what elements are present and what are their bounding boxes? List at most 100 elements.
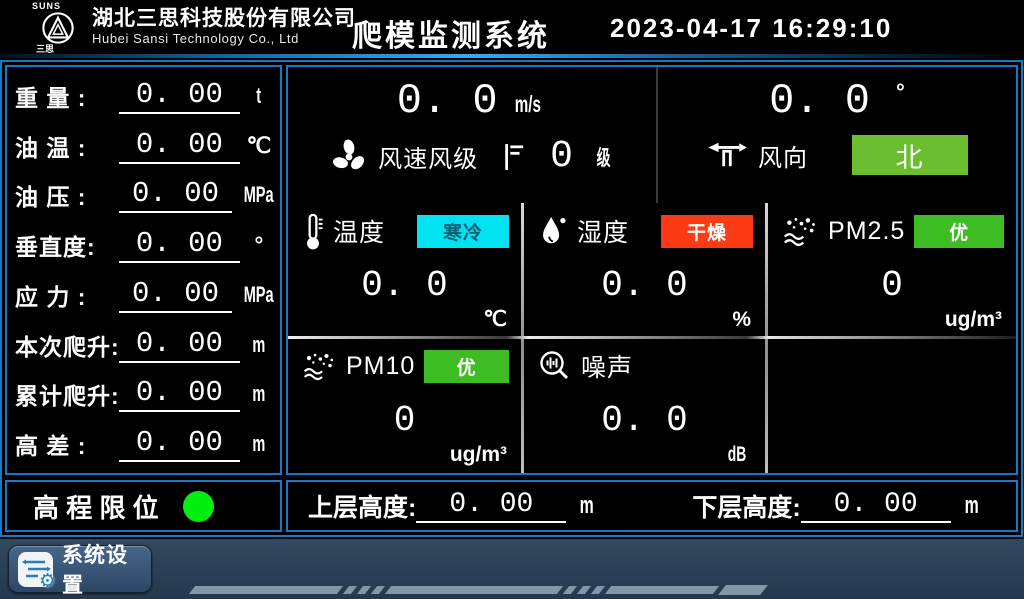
thermometer-icon bbox=[307, 213, 323, 250]
settings-sliders-icon: ⚙ bbox=[18, 551, 56, 592]
layer-heights-box: 上层高度: 0. 00 m 下层高度: 0. 00 m bbox=[286, 480, 1018, 532]
metric-label: 油 温 : bbox=[15, 134, 87, 161]
gear-icon: ⚙ bbox=[38, 569, 56, 592]
env-value: 0. 0 bbox=[601, 400, 688, 441]
page-title: 爬模监测系统 bbox=[352, 20, 550, 53]
sansi-logo-icon bbox=[42, 12, 74, 44]
env-name: PM10 bbox=[345, 351, 416, 380]
env-unit: ug/m³ bbox=[944, 308, 1002, 331]
wind-level-icon bbox=[505, 143, 524, 170]
metric-value: 0. 00 bbox=[119, 128, 240, 164]
noise-cell: 噪声 0. 0 dB bbox=[524, 338, 765, 473]
humidity-cell: 湿度 干燥 0. 0 % bbox=[524, 203, 765, 338]
metric-value: 0. 00 bbox=[119, 327, 240, 363]
env-unit: ug/m³ bbox=[449, 443, 507, 466]
env-unit: dB bbox=[727, 443, 747, 466]
metric-unit: ℃ bbox=[246, 132, 272, 158]
elevation-limit-label: 高 程 限 位 bbox=[33, 492, 159, 523]
metric-row-total-climb: 累计爬升: 0. 00 m bbox=[15, 370, 274, 419]
metric-unit: t bbox=[256, 82, 262, 108]
metric-row-verticality: 垂直度: 0. 00 ° bbox=[15, 221, 274, 270]
elevation-limit-indicator bbox=[182, 490, 214, 522]
wind-direction-section: 0. 0 ° 风向 北 bbox=[658, 67, 1016, 203]
fan-icon bbox=[333, 139, 365, 169]
humidity-status-badge: 干燥 bbox=[661, 214, 753, 248]
metric-value: 0. 00 bbox=[119, 78, 240, 114]
wind-direction-label: 风向 bbox=[758, 144, 808, 172]
wind-direction-button[interactable]: 北 bbox=[852, 135, 968, 175]
upper-height-group: 上层高度: 0. 00 m bbox=[308, 488, 598, 524]
wind-speed-unit: m/s bbox=[514, 91, 541, 117]
metric-label: 高 差 : bbox=[15, 433, 87, 460]
metric-row-weight: 重 量 : 0. 00 t bbox=[15, 71, 274, 120]
metric-value: 0. 00 bbox=[119, 177, 232, 214]
sensor-panel: 0. 0 m/s 风速风级 0 bbox=[286, 65, 1018, 475]
env-name: PM2.5 bbox=[828, 216, 906, 245]
particles-icon bbox=[783, 218, 815, 246]
env-value: 0. 0 bbox=[601, 265, 688, 306]
header-divider bbox=[0, 54, 1000, 58]
env-value: 0 bbox=[393, 400, 416, 441]
metric-row-stress: 应 力 : 0. 00 MPa bbox=[15, 270, 274, 319]
metric-unit: m bbox=[252, 431, 266, 457]
metric-label: 应 力 : bbox=[15, 283, 87, 310]
metric-unit: m bbox=[252, 331, 266, 357]
wind-row: 0. 0 m/s 风速风级 0 bbox=[288, 67, 1016, 203]
temperature-cell: 温度 寒冷 0. 0 ℃ bbox=[288, 203, 521, 338]
logo-text-bottom: 三思 bbox=[36, 44, 55, 54]
header: SUNS 三思 湖北三思科技股份有限公司 Hubei Sansi Technol… bbox=[0, 0, 1024, 58]
metrics-panel: 重 量 : 0. 00 t 油 温 : 0. 00 ℃ 油 压 : 0. 00 … bbox=[5, 65, 282, 475]
metric-unit: MPa bbox=[243, 182, 274, 208]
metric-unit: ° bbox=[254, 232, 264, 258]
wind-speed-section: 0. 0 m/s 风速风级 0 bbox=[288, 67, 658, 203]
wind-level-value: 0 bbox=[550, 135, 573, 178]
wind-direction-unit: ° bbox=[896, 79, 905, 104]
metric-row-oil-pressure: 油 压 : 0. 00 MPa bbox=[15, 171, 274, 220]
env-name: 温度 bbox=[333, 219, 386, 247]
lower-height-group: 下层高度: 0. 00 m bbox=[692, 488, 982, 524]
metric-value: 0. 00 bbox=[119, 376, 240, 413]
main-frame: 重 量 : 0. 00 t 油 温 : 0. 00 ℃ 油 压 : 0. 00 … bbox=[0, 60, 1023, 537]
metric-label: 累计爬升: bbox=[15, 383, 120, 410]
company-logo: SUNS 三思 bbox=[28, 2, 88, 54]
pm10-status-badge: 优 bbox=[424, 349, 509, 383]
metric-unit: m bbox=[252, 381, 266, 407]
metric-row-height-diff: 高 差 : 0. 00 m bbox=[15, 420, 274, 469]
company-name-cn: 湖北三思科技股份有限公司 bbox=[92, 7, 356, 30]
wind-vane-icon bbox=[708, 142, 747, 167]
upper-height-label: 上层高度: bbox=[308, 494, 417, 522]
taskbar-decoration bbox=[188, 585, 768, 595]
wind-speed-value: 0. 0 bbox=[396, 77, 498, 125]
datetime-display: 2023-04-17 16:29:10 bbox=[610, 13, 893, 43]
metric-row-oil-temp: 油 温 : 0. 00 ℃ bbox=[15, 121, 274, 170]
metric-value: 0. 00 bbox=[119, 227, 240, 264]
metric-label: 油 压 : bbox=[15, 184, 87, 211]
pm25-status-badge: 优 bbox=[914, 214, 1004, 248]
environment-grid: 温度 寒冷 0. 0 ℃ 湿度 干燥 bbox=[288, 203, 1016, 473]
lower-height-unit: m bbox=[964, 492, 979, 519]
system-settings-button[interactable]: ⚙ 系统设置 bbox=[8, 544, 152, 597]
metric-value: 0. 00 bbox=[119, 426, 240, 463]
company-name-en: Hubei Sansi Technology Co., Ltd bbox=[92, 31, 299, 46]
metric-row-current-climb: 本次爬升: 0. 00 m bbox=[15, 320, 274, 369]
droplet-icon bbox=[543, 216, 566, 244]
grid-divider-horizontal bbox=[288, 336, 1016, 339]
company-block: 湖北三思科技股份有限公司 Hubei Sansi Technology Co.,… bbox=[92, 7, 356, 47]
settings-button-label: 系统设置 bbox=[62, 544, 128, 597]
env-name: 湿度 bbox=[577, 219, 630, 247]
wind-level-unit: 级 bbox=[596, 146, 611, 170]
metric-label: 重 量 : bbox=[15, 84, 87, 111]
env-name: 噪声 bbox=[581, 354, 634, 382]
logo-text-top: SUNS bbox=[32, 1, 62, 11]
upper-height-value: 0. 00 bbox=[416, 489, 567, 523]
taskbar: ⚙ 系统设置 bbox=[0, 539, 1024, 599]
wind-speed-label: 风速风级 bbox=[378, 146, 479, 173]
empty-cell bbox=[768, 338, 1016, 473]
upper-height-unit: m bbox=[579, 492, 595, 519]
metric-value: 0. 00 bbox=[119, 277, 232, 313]
lower-height-label: 下层高度: bbox=[692, 494, 801, 522]
temperature-status-badge: 寒冷 bbox=[417, 214, 509, 248]
env-unit: % bbox=[732, 308, 751, 331]
env-value: 0. 0 bbox=[361, 265, 448, 306]
